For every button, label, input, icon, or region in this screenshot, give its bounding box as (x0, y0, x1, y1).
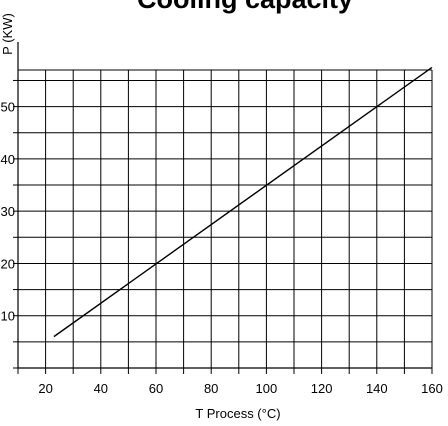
x-tick-label: 40 (94, 381, 108, 396)
x-tick-label: 80 (204, 381, 218, 396)
x-tick-label: 120 (311, 381, 333, 396)
tick-marks (13, 79, 433, 374)
x-tick-label: 160 (421, 381, 443, 396)
x-tick-label: 100 (256, 381, 278, 396)
chart-title: Cooling capacity (137, 0, 353, 14)
x-tick-label: 20 (38, 381, 52, 396)
grid (17, 69, 433, 369)
x-tick-label: 140 (366, 381, 388, 396)
y-tick-label: 50 (1, 100, 15, 115)
tick-labels: 20 40 60 80 100 120 140 160 10 20 30 40 50 (1, 100, 443, 396)
x-tick-label: 60 (149, 381, 163, 396)
y-axis-label: P (KW) (0, 13, 15, 55)
y-tick-label: 20 (1, 256, 15, 271)
series-layer (53, 66, 433, 338)
y-tick-label: 40 (1, 152, 15, 167)
series-line (53, 66, 433, 338)
y-tick-label: 30 (1, 204, 15, 219)
x-axis-label: T Process (°C) (195, 406, 280, 421)
y-tick-label: 10 (1, 309, 15, 324)
